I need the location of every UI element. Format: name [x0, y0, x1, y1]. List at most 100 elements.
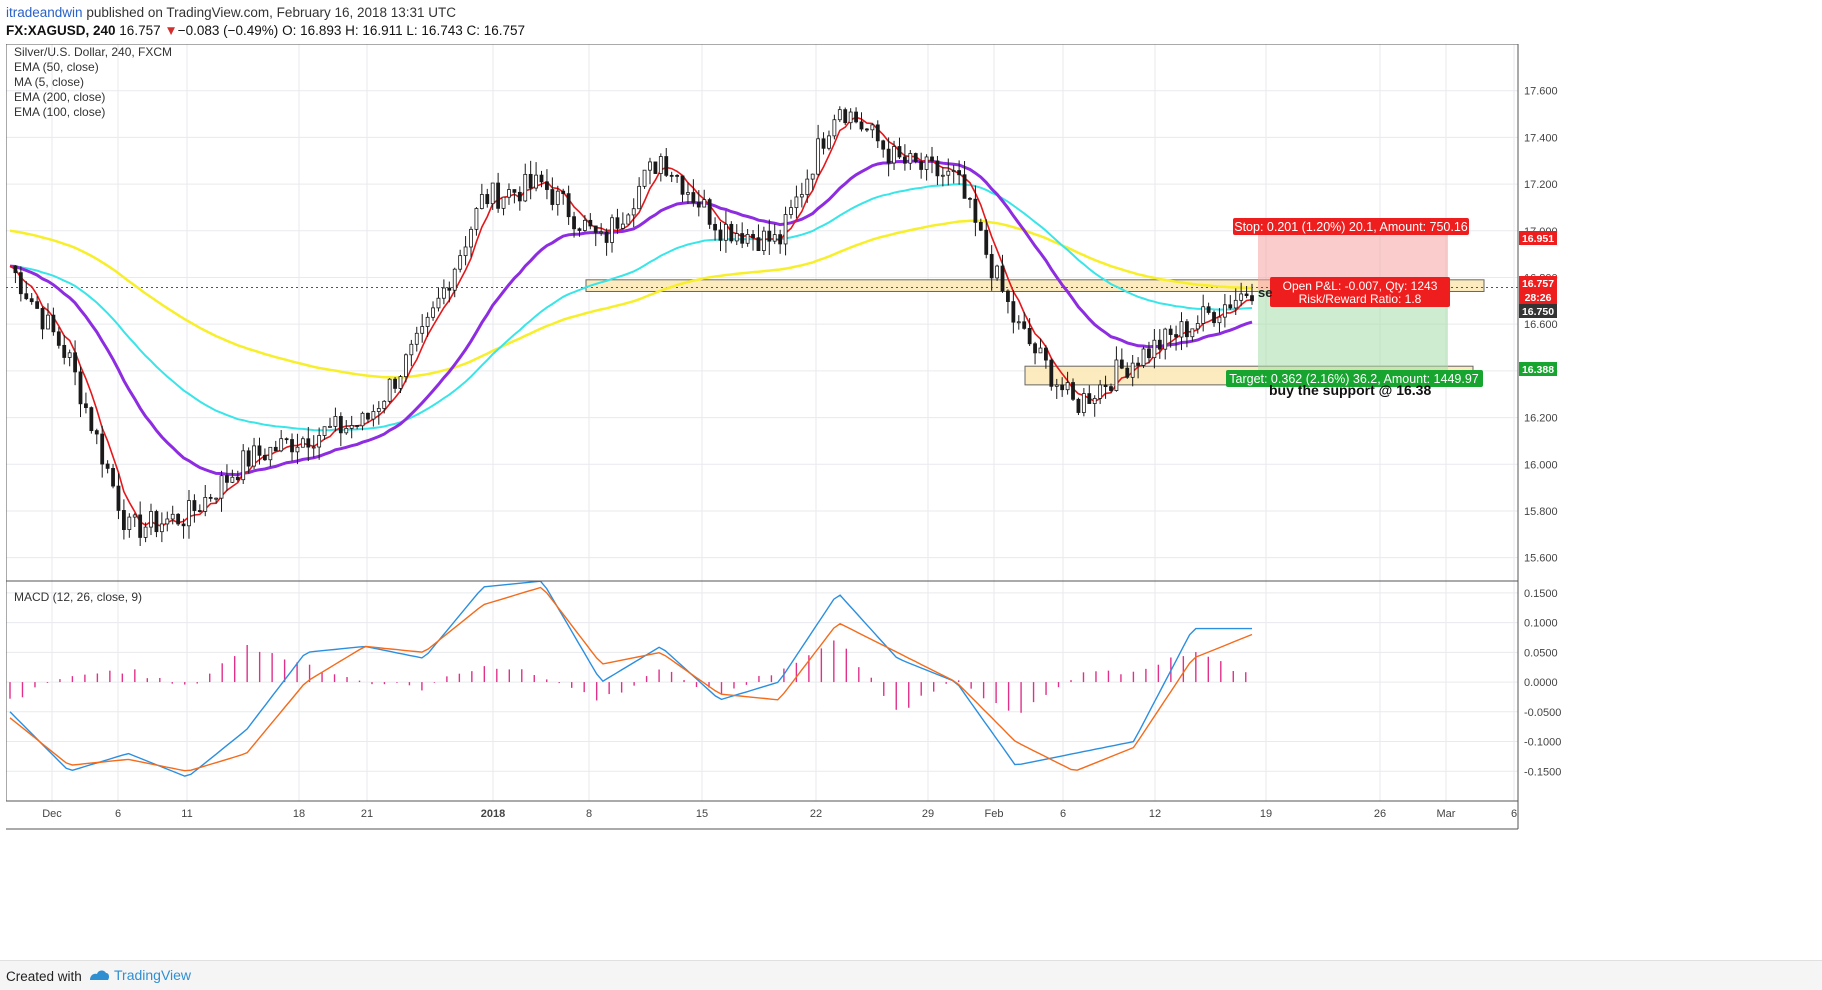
target-label[interactable]: Target: 0.362 (2.16%) 36.2, Amount: 1449…: [1226, 370, 1483, 387]
candle-body: [767, 230, 772, 242]
publish-line: itradeandwin published on TradingView.co…: [6, 5, 456, 20]
candle-body: [1168, 328, 1173, 335]
candle-body: [170, 513, 175, 520]
candle-body: [322, 426, 327, 436]
candle-body: [382, 400, 387, 409]
ema100-line: [9, 183, 1253, 432]
candle-body: [420, 326, 425, 334]
candle-body: [1076, 398, 1081, 413]
candle-body: [962, 174, 967, 199]
candle-body: [208, 497, 213, 499]
candle-body: [1022, 321, 1027, 329]
candle-body: [886, 148, 891, 164]
candle-body: [751, 234, 755, 239]
candle-body: [230, 476, 235, 483]
x-tick-label: Feb: [985, 808, 1004, 820]
candle-body: [338, 416, 343, 434]
chart-canvas[interactable]: 15.60015.80016.00016.20016.40016.60016.8…: [5, 43, 1818, 960]
candle-body: [957, 170, 962, 176]
candle-body: [984, 229, 989, 255]
open-pl-label[interactable]: Open P&L: -0.007, Qty: 1243 Risk/Reward …: [1270, 277, 1450, 307]
supply-zone: [585, 279, 1485, 292]
candle-body: [1201, 306, 1206, 324]
candle-body: [1147, 348, 1151, 359]
buy-note: buy the support @ 16.38: [1269, 382, 1431, 398]
candle-body: [686, 192, 690, 195]
candle-body: [843, 109, 848, 124]
candle-body: [360, 412, 365, 427]
candle-body: [1190, 328, 1195, 338]
candle-body: [1179, 321, 1184, 338]
candle-body: [469, 228, 473, 248]
x-tick-label: 8: [586, 808, 592, 820]
candle-body: [501, 196, 506, 209]
candle-body: [1092, 397, 1097, 404]
candle-body: [1250, 295, 1254, 302]
candle-body: [1054, 384, 1059, 387]
candle-body: [729, 223, 734, 242]
candle-body: [458, 255, 463, 270]
candle-body: [181, 523, 186, 527]
candle-body: [295, 446, 300, 453]
candle-body: [159, 523, 164, 533]
candle-body: [306, 438, 311, 448]
candle-body: [724, 223, 728, 241]
candle-body: [555, 190, 560, 205]
candle-body: [252, 445, 256, 467]
candle-body: [197, 510, 202, 512]
chart-area[interactable]: 15.60015.80016.00016.20016.40016.60016.8…: [5, 43, 1818, 964]
y-tick-label: 16.000: [1524, 459, 1558, 471]
candle-body: [951, 170, 956, 172]
candle-body: [610, 217, 614, 243]
tradingview-logo-icon: [90, 970, 110, 980]
candle-body: [696, 202, 701, 208]
candle-body: [479, 194, 484, 209]
x-tick-label: 11: [181, 808, 192, 820]
candle-body: [67, 352, 72, 358]
candle-body: [1011, 301, 1016, 323]
stop-label[interactable]: Stop: 0.201 (1.20%) 20.1, Amount: 750.16: [1233, 218, 1469, 235]
candle-body: [490, 182, 495, 205]
candle-body: [1185, 321, 1189, 338]
rr-text: Risk/Reward Ratio: 1.8: [1299, 292, 1422, 306]
candle-body: [653, 161, 658, 174]
candle-body: [892, 146, 896, 164]
legend-ema200: EMA (200, close): [14, 90, 105, 104]
price-change: −0.083 (−0.49%): [177, 23, 279, 38]
candle-body: [517, 191, 522, 202]
candle-body: [756, 237, 761, 251]
candle-body: [328, 425, 332, 428]
candle-body: [349, 425, 354, 429]
candle-body: [707, 199, 712, 225]
candle-body: [398, 376, 403, 389]
candle-body: [561, 190, 566, 195]
macd-line: [9, 581, 1252, 777]
candle-body: [745, 234, 750, 244]
y-tick-label: 15.600: [1524, 553, 1558, 565]
x-tick-label: 15: [696, 808, 708, 820]
tradingview-link[interactable]: TradingView: [88, 967, 191, 983]
candle-body: [973, 198, 978, 223]
candle-body: [718, 229, 723, 241]
candle-body: [875, 124, 880, 142]
candle-body: [989, 254, 994, 279]
author-link[interactable]: itradeandwin: [6, 5, 83, 20]
ema200-line: [9, 219, 1253, 379]
candle-body: [626, 214, 631, 225]
candle-body: [870, 124, 875, 131]
candle-body: [138, 514, 143, 538]
chart-header: itradeandwin published on TradingView.co…: [0, 0, 1822, 44]
candle-body: [837, 109, 842, 121]
y-tick-label: 16.200: [1524, 413, 1558, 425]
candle-body: [376, 408, 381, 412]
candle-body: [734, 233, 739, 242]
candle-body: [865, 128, 869, 131]
candle-body: [1033, 343, 1037, 354]
candle-body: [62, 344, 67, 358]
candle-body: [192, 500, 197, 511]
candle-body: [143, 526, 148, 538]
candle-body: [290, 439, 294, 453]
candle-body: [691, 192, 696, 203]
candle-body: [582, 219, 587, 231]
y-tick-label: 17.200: [1524, 179, 1558, 191]
